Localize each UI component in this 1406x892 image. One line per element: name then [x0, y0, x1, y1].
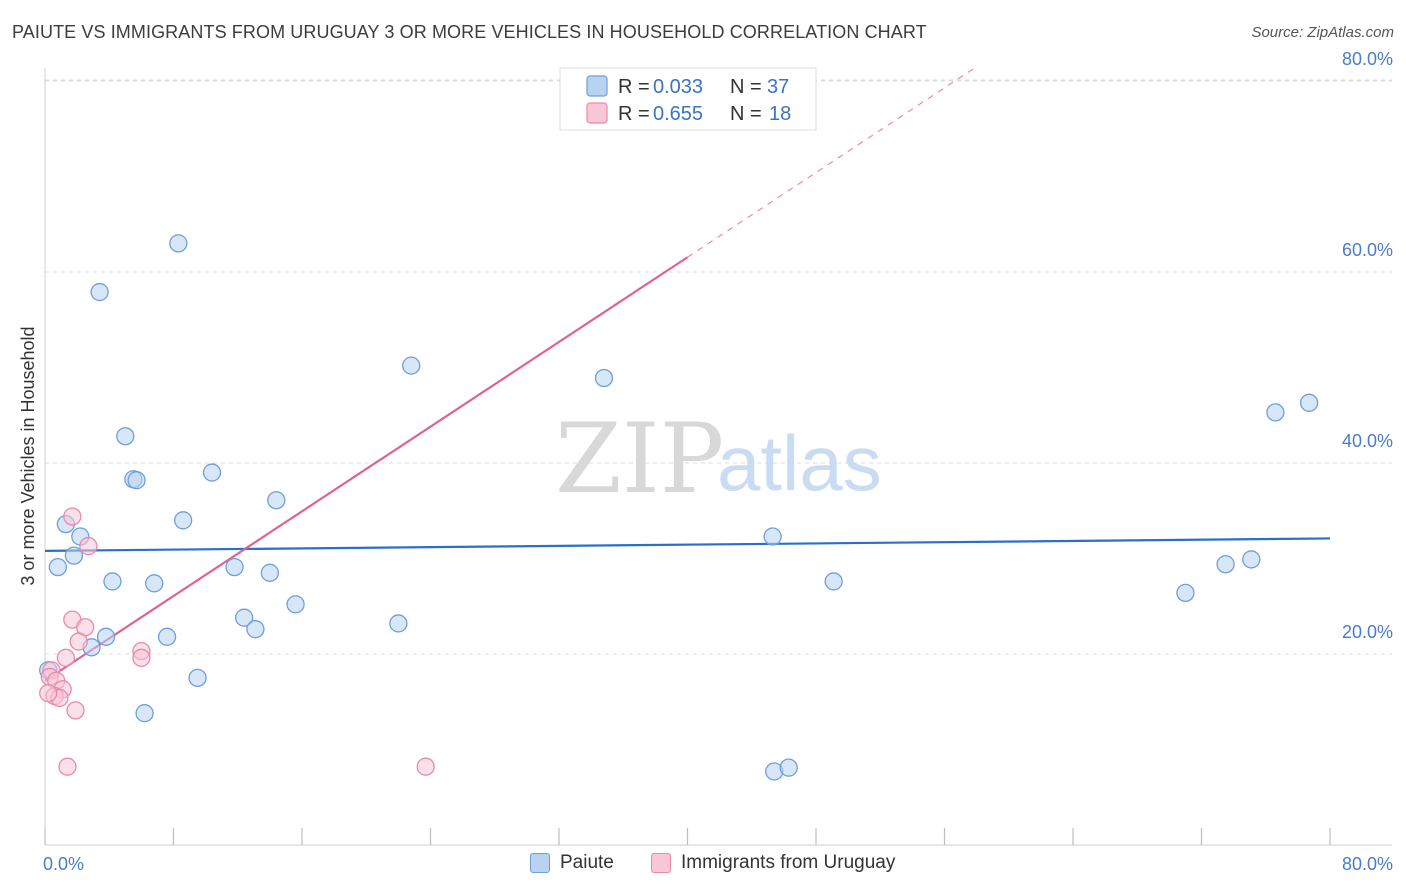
trend-line-uruguay-extension	[687, 66, 977, 258]
legend-r-value-uruguay: 0.655	[653, 103, 703, 125]
data-point-paiute	[135, 704, 154, 723]
data-point-paiute	[225, 557, 244, 577]
data-point-uruguay	[79, 536, 98, 556]
data-point-uruguay	[416, 757, 435, 776]
data-point-paiute	[1176, 583, 1195, 603]
data-point-paiute	[1299, 393, 1319, 412]
x-tick-label-min: 0.0%	[43, 854, 84, 874]
data-point-paiute	[824, 572, 843, 591]
data-points	[39, 234, 1319, 781]
watermark: ZIP atlas	[555, 403, 882, 515]
legend-n-label-2: N =	[730, 103, 762, 125]
legend-n-value-uruguay: 18	[769, 103, 791, 125]
x-tick-label-max: 80.0%	[1342, 854, 1393, 874]
legend-item-paiute: Paiute	[530, 852, 614, 874]
y-tick-label: 80.0%	[1342, 49, 1393, 69]
series-legend: Paiute Immigrants from Uruguay	[0, 852, 1406, 878]
y-tick-label: 60.0%	[1342, 240, 1393, 260]
data-point-paiute	[145, 574, 164, 593]
watermark-zip: ZIP	[555, 403, 724, 515]
data-point-paiute	[779, 758, 798, 777]
data-point-paiute	[235, 608, 254, 627]
uruguay-swatch	[651, 853, 671, 873]
trend-line-paiute	[44, 537, 1331, 552]
data-point-paiute	[389, 614, 408, 633]
legend-item-uruguay: Immigrants from Uruguay	[651, 852, 895, 874]
y-axis-title: 3 or more Vehicles in Household	[18, 326, 38, 585]
legend-swatch-uruguay	[586, 102, 608, 124]
data-point-uruguay	[132, 648, 151, 667]
data-point-paiute	[173, 511, 193, 530]
legend-r-value-paiute: 0.033	[653, 76, 703, 98]
data-point-uruguay	[56, 648, 76, 667]
correlation-legend: R = 0.033 N = 37 R = 0.655 N = 18	[559, 67, 817, 131]
data-point-uruguay	[66, 701, 85, 720]
grid-lines	[45, 79, 1392, 655]
data-point-paiute	[267, 491, 286, 510]
y-tick-label: 20.0%	[1342, 622, 1393, 642]
data-point-paiute	[169, 234, 188, 253]
data-point-paiute	[96, 627, 116, 646]
data-point-paiute	[286, 595, 305, 614]
chart-title: PAIUTE VS IMMIGRANTS FROM URUGUAY 3 OR M…	[12, 22, 927, 42]
paiute-swatch	[530, 853, 550, 873]
data-point-paiute	[127, 471, 146, 490]
data-point-paiute	[157, 627, 177, 646]
legend-n-label: N =	[730, 76, 762, 98]
data-point-uruguay	[63, 507, 82, 526]
data-point-paiute	[246, 620, 265, 639]
data-point-paiute	[202, 463, 222, 482]
legend-swatch-paiute	[586, 75, 608, 97]
legend-n-value-paiute: 37	[767, 76, 789, 98]
legend-r-label: R =	[618, 76, 650, 98]
data-point-paiute	[402, 356, 421, 375]
data-point-paiute	[1266, 403, 1285, 422]
legend-label-uruguay: Immigrants from Uruguay	[681, 852, 896, 873]
data-point-uruguay	[39, 684, 58, 703]
data-point-paiute	[763, 527, 782, 546]
data-point-paiute	[48, 557, 67, 577]
y-tick-label: 40.0%	[1342, 431, 1393, 451]
data-point-paiute	[1242, 550, 1261, 569]
data-point-paiute	[1216, 555, 1235, 574]
data-point-paiute	[188, 668, 207, 688]
data-point-uruguay	[58, 757, 77, 776]
data-point-paiute	[64, 546, 84, 565]
data-point-paiute	[90, 282, 109, 302]
watermark-atlas: atlas	[717, 419, 882, 507]
tick-labels: 20.0% 40.0% 60.0% 80.0% 0.0% 80.0%	[43, 49, 1393, 874]
legend-label-paiute: Paiute	[560, 852, 614, 873]
data-point-paiute	[260, 563, 280, 582]
trend-lines	[44, 66, 1331, 682]
svg-text:R =: R =	[618, 76, 650, 98]
data-point-paiute	[103, 572, 122, 591]
data-point-paiute	[116, 427, 135, 446]
data-point-paiute	[594, 368, 614, 388]
source-credit: Source: ZipAtlas.com	[1251, 24, 1394, 41]
legend-r-label-2: R =	[618, 103, 650, 125]
data-point-uruguay	[69, 632, 88, 651]
axes	[44, 68, 1392, 846]
trend-line-uruguay	[44, 256, 689, 682]
